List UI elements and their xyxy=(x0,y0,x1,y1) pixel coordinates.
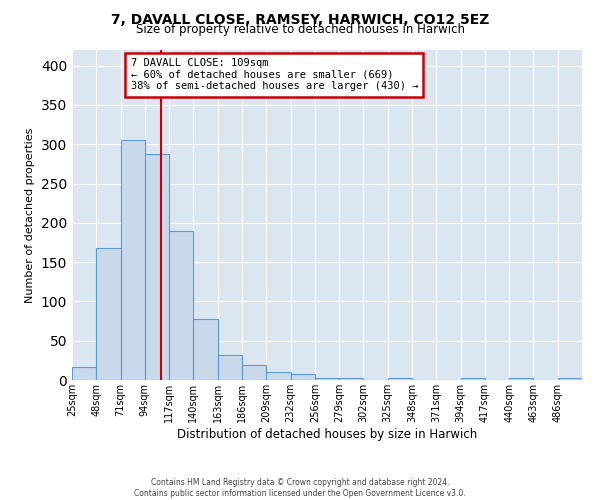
Bar xyxy=(461,378,485,380)
Bar xyxy=(339,378,364,380)
Bar xyxy=(266,372,290,380)
Bar xyxy=(169,230,193,380)
Bar xyxy=(121,140,145,380)
Text: 7, DAVALL CLOSE, RAMSEY, HARWICH, CO12 5EZ: 7, DAVALL CLOSE, RAMSEY, HARWICH, CO12 5… xyxy=(111,12,489,26)
X-axis label: Distribution of detached houses by size in Harwich: Distribution of detached houses by size … xyxy=(177,428,477,440)
Bar xyxy=(218,355,242,380)
Bar xyxy=(242,365,266,380)
Bar xyxy=(96,248,121,380)
Bar xyxy=(315,378,339,380)
Bar xyxy=(193,318,218,380)
Y-axis label: Number of detached properties: Number of detached properties xyxy=(25,128,35,302)
Bar xyxy=(145,154,169,380)
Bar xyxy=(509,378,533,380)
Bar xyxy=(72,368,96,380)
Bar xyxy=(558,378,582,380)
Text: Contains HM Land Registry data © Crown copyright and database right 2024.
Contai: Contains HM Land Registry data © Crown c… xyxy=(134,478,466,498)
Text: 7 DAVALL CLOSE: 109sqm
← 60% of detached houses are smaller (669)
38% of semi-de: 7 DAVALL CLOSE: 109sqm ← 60% of detached… xyxy=(131,58,418,92)
Bar xyxy=(290,374,315,380)
Bar xyxy=(388,378,412,380)
Text: Size of property relative to detached houses in Harwich: Size of property relative to detached ho… xyxy=(136,22,464,36)
